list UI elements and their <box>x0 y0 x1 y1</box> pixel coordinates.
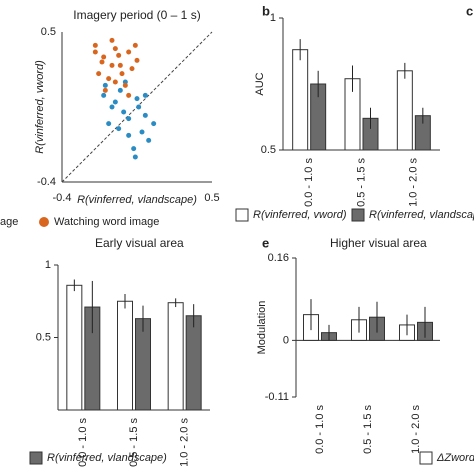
point <box>99 59 105 65</box>
y-tick-label: 0.5 <box>41 26 56 38</box>
x-tick-label: 0.5 - 1.5 s <box>355 158 367 207</box>
point <box>136 104 142 110</box>
panel-label: b <box>262 3 270 18</box>
legend-label: age <box>0 216 18 228</box>
bar <box>66 284 83 411</box>
y-axis-label: AUC <box>254 72 266 95</box>
legend-swatch <box>351 208 365 222</box>
bar <box>117 300 133 411</box>
point <box>142 92 148 98</box>
bar <box>135 318 151 411</box>
x-axis-label: R(vinferred, vlandscape) <box>77 194 197 206</box>
point <box>109 62 115 68</box>
point <box>101 92 107 98</box>
chart-title: Early visual area <box>95 236 184 250</box>
legend-swatch <box>235 208 249 222</box>
point <box>112 99 118 105</box>
x-tick-label: 0.0 - 1.0 s <box>77 418 89 467</box>
chart-title: Imagery period (0 – 1 s) <box>73 8 200 22</box>
point <box>102 82 108 88</box>
point <box>126 132 132 138</box>
point <box>92 49 98 55</box>
y-tick-label: 0.5 <box>261 144 276 156</box>
point <box>126 92 132 98</box>
point <box>106 76 112 82</box>
point <box>139 129 145 135</box>
y-axis-label: R(vinferred, vword) <box>34 60 46 154</box>
point <box>109 104 115 110</box>
y-tick-label: 0 <box>283 334 289 346</box>
bar <box>396 70 413 151</box>
point <box>112 46 118 52</box>
point <box>117 87 123 93</box>
x-tick-label: 0.5 - 1.5 s <box>128 418 140 467</box>
x-tick-label: -0.4 <box>53 192 72 204</box>
point <box>119 71 125 77</box>
point <box>132 42 138 48</box>
legend-swatch <box>29 451 43 465</box>
legend-label: ΔZword <box>436 452 474 464</box>
panel-label: e <box>262 235 269 250</box>
point <box>132 154 138 160</box>
y-tick-label: -0.11 <box>265 391 289 403</box>
y-tick-label: -0.4 <box>37 176 56 188</box>
legend-label: Watching word image <box>54 216 159 228</box>
point <box>112 79 118 85</box>
y-tick-label: 1 <box>270 12 276 24</box>
y-tick-label: 0.16 <box>268 252 289 264</box>
point <box>116 52 122 58</box>
legend-label: R(vinferred, vword) <box>253 209 347 221</box>
legend-label: R(vinferred, vlandscape) <box>47 452 167 464</box>
point <box>96 71 102 77</box>
x-tick-label: 1.0 - 2.0 s <box>179 418 191 467</box>
point <box>126 49 132 55</box>
x-tick-label: 1.0 - 2.0 s <box>408 158 420 207</box>
x-tick-label: 0.5 - 1.5 s <box>362 405 374 454</box>
panel-label: c <box>466 3 473 18</box>
bar <box>292 49 309 151</box>
x-tick-label: 0.5 <box>204 192 219 204</box>
point <box>134 96 140 102</box>
x-tick-label: 0.0 - 1.0 s <box>314 405 326 454</box>
point <box>109 37 115 43</box>
point <box>117 62 123 68</box>
bar <box>185 315 202 411</box>
y-axis-label: Modulation <box>256 301 268 355</box>
point <box>146 137 152 143</box>
legend-marker <box>39 217 49 227</box>
point <box>142 112 148 118</box>
point <box>134 57 140 63</box>
y-tick-label: 1 <box>45 259 51 271</box>
legend-label: R(vinferred, vlandscape) <box>369 209 474 221</box>
x-tick-label: 0.0 - 1.0 s <box>303 158 315 207</box>
legend-swatch <box>419 451 433 465</box>
x-tick-label: 1.0 - 2.0 s <box>410 405 422 454</box>
point <box>131 146 137 152</box>
point <box>102 87 108 93</box>
chart-title: Higher visual area <box>330 236 427 250</box>
point <box>92 42 98 48</box>
point <box>122 82 128 88</box>
point <box>106 121 112 127</box>
point <box>129 66 135 72</box>
bar <box>167 302 184 411</box>
point <box>151 121 157 127</box>
point <box>121 109 127 115</box>
point <box>126 116 132 122</box>
point <box>101 54 107 60</box>
y-tick-label: 0.5 <box>36 331 51 343</box>
point <box>116 126 122 132</box>
